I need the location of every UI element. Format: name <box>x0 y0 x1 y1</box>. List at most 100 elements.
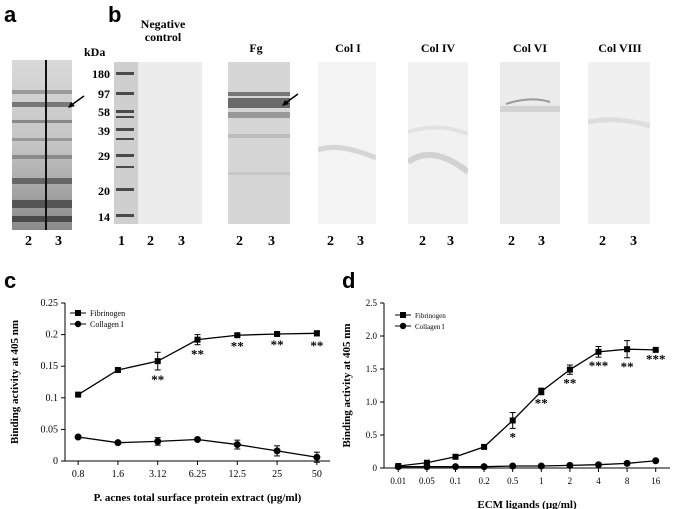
arrow-icon <box>282 93 299 106</box>
fg-lane-2: 2 <box>236 234 243 249</box>
marker-14: 14 <box>98 210 110 224</box>
significance-label: ** <box>271 337 284 352</box>
legend-marker <box>399 322 407 330</box>
data-point <box>154 437 162 445</box>
group-title-fg: Fg <box>249 41 263 55</box>
x-tick-label: 12.5 <box>229 469 247 480</box>
data-point <box>452 453 459 460</box>
significance-label: ** <box>151 372 164 387</box>
significance-label: ** <box>621 359 634 374</box>
marker-39: 39 <box>98 124 110 138</box>
group-title-col-viii: Col VIII <box>598 41 642 55</box>
col-iv-lane-2: 2 <box>419 234 426 249</box>
data-point <box>233 441 241 449</box>
y-tick-label: 0.5 <box>366 430 378 440</box>
fg-blot <box>228 62 290 224</box>
data-point <box>480 463 488 471</box>
data-point <box>313 453 321 461</box>
marker-20: 20 <box>98 184 110 198</box>
significance-label: * <box>509 429 516 444</box>
group-title-negative-control: Negative control <box>140 17 186 44</box>
x-tick-label: 2 <box>568 476 573 486</box>
series-line-fibrinogen <box>398 348 656 467</box>
data-point <box>423 463 431 471</box>
x-tick-label: 50 <box>312 469 322 480</box>
data-point <box>566 461 574 469</box>
data-point <box>274 330 281 337</box>
data-point <box>595 461 602 469</box>
x-tick-label: 0.8 <box>72 469 85 480</box>
neg-lane-2: 2 <box>147 234 154 249</box>
marker-180: 180 <box>92 67 110 81</box>
data-point <box>75 391 82 398</box>
fg-lane-3: 3 <box>268 234 275 249</box>
arrow-icon <box>68 95 85 108</box>
col-vi-lane-2: 2 <box>508 234 515 249</box>
x-tick-label: 4 <box>596 476 601 486</box>
x-tick-label: 6.25 <box>189 469 207 480</box>
group-title-col-iv: Col IV <box>420 41 456 55</box>
significance-label: ** <box>310 338 323 353</box>
y-tick-label: 1.0 <box>366 397 378 407</box>
series-line-collagen-i <box>398 460 656 468</box>
x-axis-label: P. acnes total surface protein extract (… <box>94 492 302 504</box>
y-tick-label: 2.0 <box>366 331 378 341</box>
x-tick-label: 0.5 <box>507 476 519 486</box>
col-iv-blot <box>408 62 468 224</box>
data-point <box>481 443 488 450</box>
data-point <box>652 346 659 353</box>
data-point <box>452 463 459 471</box>
panel-a-label: a <box>4 2 17 27</box>
col-i-blot <box>318 62 376 224</box>
legend-label: Collagen I <box>90 320 124 329</box>
y-tick-label: 0.2 <box>46 330 59 341</box>
group-title-col-i: Col I <box>335 41 361 55</box>
y-axis-label: Binding activity at 405 nm <box>341 323 353 447</box>
y-tick-label: 0 <box>53 456 58 467</box>
marker-58: 58 <box>98 105 110 119</box>
y-tick-label: 0.05 <box>41 424 59 435</box>
panel-b-label: b <box>108 2 122 27</box>
data-point <box>273 447 281 455</box>
group-title-col-vi: Col VI <box>512 41 548 55</box>
x-tick-label: 0.05 <box>419 476 435 486</box>
x-tick-label: 8 <box>625 476 630 486</box>
data-point <box>595 348 602 355</box>
significance-label: *** <box>589 358 609 373</box>
panel-d-label: d <box>342 268 356 293</box>
y-tick-label: 0.15 <box>41 361 59 372</box>
panel-a-lane-3: 3 <box>55 234 62 249</box>
col-vi-lane-3: 3 <box>538 234 545 249</box>
data-point <box>234 332 241 339</box>
x-tick-label: 1 <box>539 476 544 486</box>
data-point <box>509 417 516 424</box>
col-i-lane-3: 3 <box>357 234 364 249</box>
y-tick-label: 2.5 <box>366 298 378 308</box>
data-point <box>394 463 402 471</box>
panel-a-blot <box>12 60 72 230</box>
y-tick-label: 0 <box>373 463 378 473</box>
data-point <box>194 336 201 343</box>
legend-label: Fibrinogen <box>90 309 125 318</box>
y-tick-label: 0.25 <box>41 298 59 309</box>
panel-c-label: c <box>4 268 17 293</box>
marker-97: 97 <box>98 87 110 101</box>
chart-c: 0 0.05 0.1 0.15 0.2 0.25 0.8 1.6 3.12 6.25 12.5 25 5… <box>9 298 330 504</box>
x-tick-label: 3.12 <box>149 469 167 480</box>
col-i-lane-2: 2 <box>327 234 334 249</box>
significance-label: ** <box>231 338 244 353</box>
marker-29: 29 <box>98 149 110 163</box>
data-point <box>652 457 660 465</box>
data-point <box>538 388 545 395</box>
kda-label: kDa <box>84 45 106 59</box>
data-point <box>74 433 82 441</box>
legend-marker <box>400 312 406 318</box>
data-point <box>566 366 573 373</box>
x-tick-label: 0.01 <box>390 476 406 486</box>
x-tick-label: 1.6 <box>112 469 125 480</box>
x-axis-label: ECM ligands (µg/ml) <box>477 499 577 509</box>
significance-label: ** <box>535 396 548 411</box>
significance-label: ** <box>563 375 576 390</box>
significance-label: *** <box>646 352 666 367</box>
x-tick-label: 0.2 <box>478 476 489 486</box>
